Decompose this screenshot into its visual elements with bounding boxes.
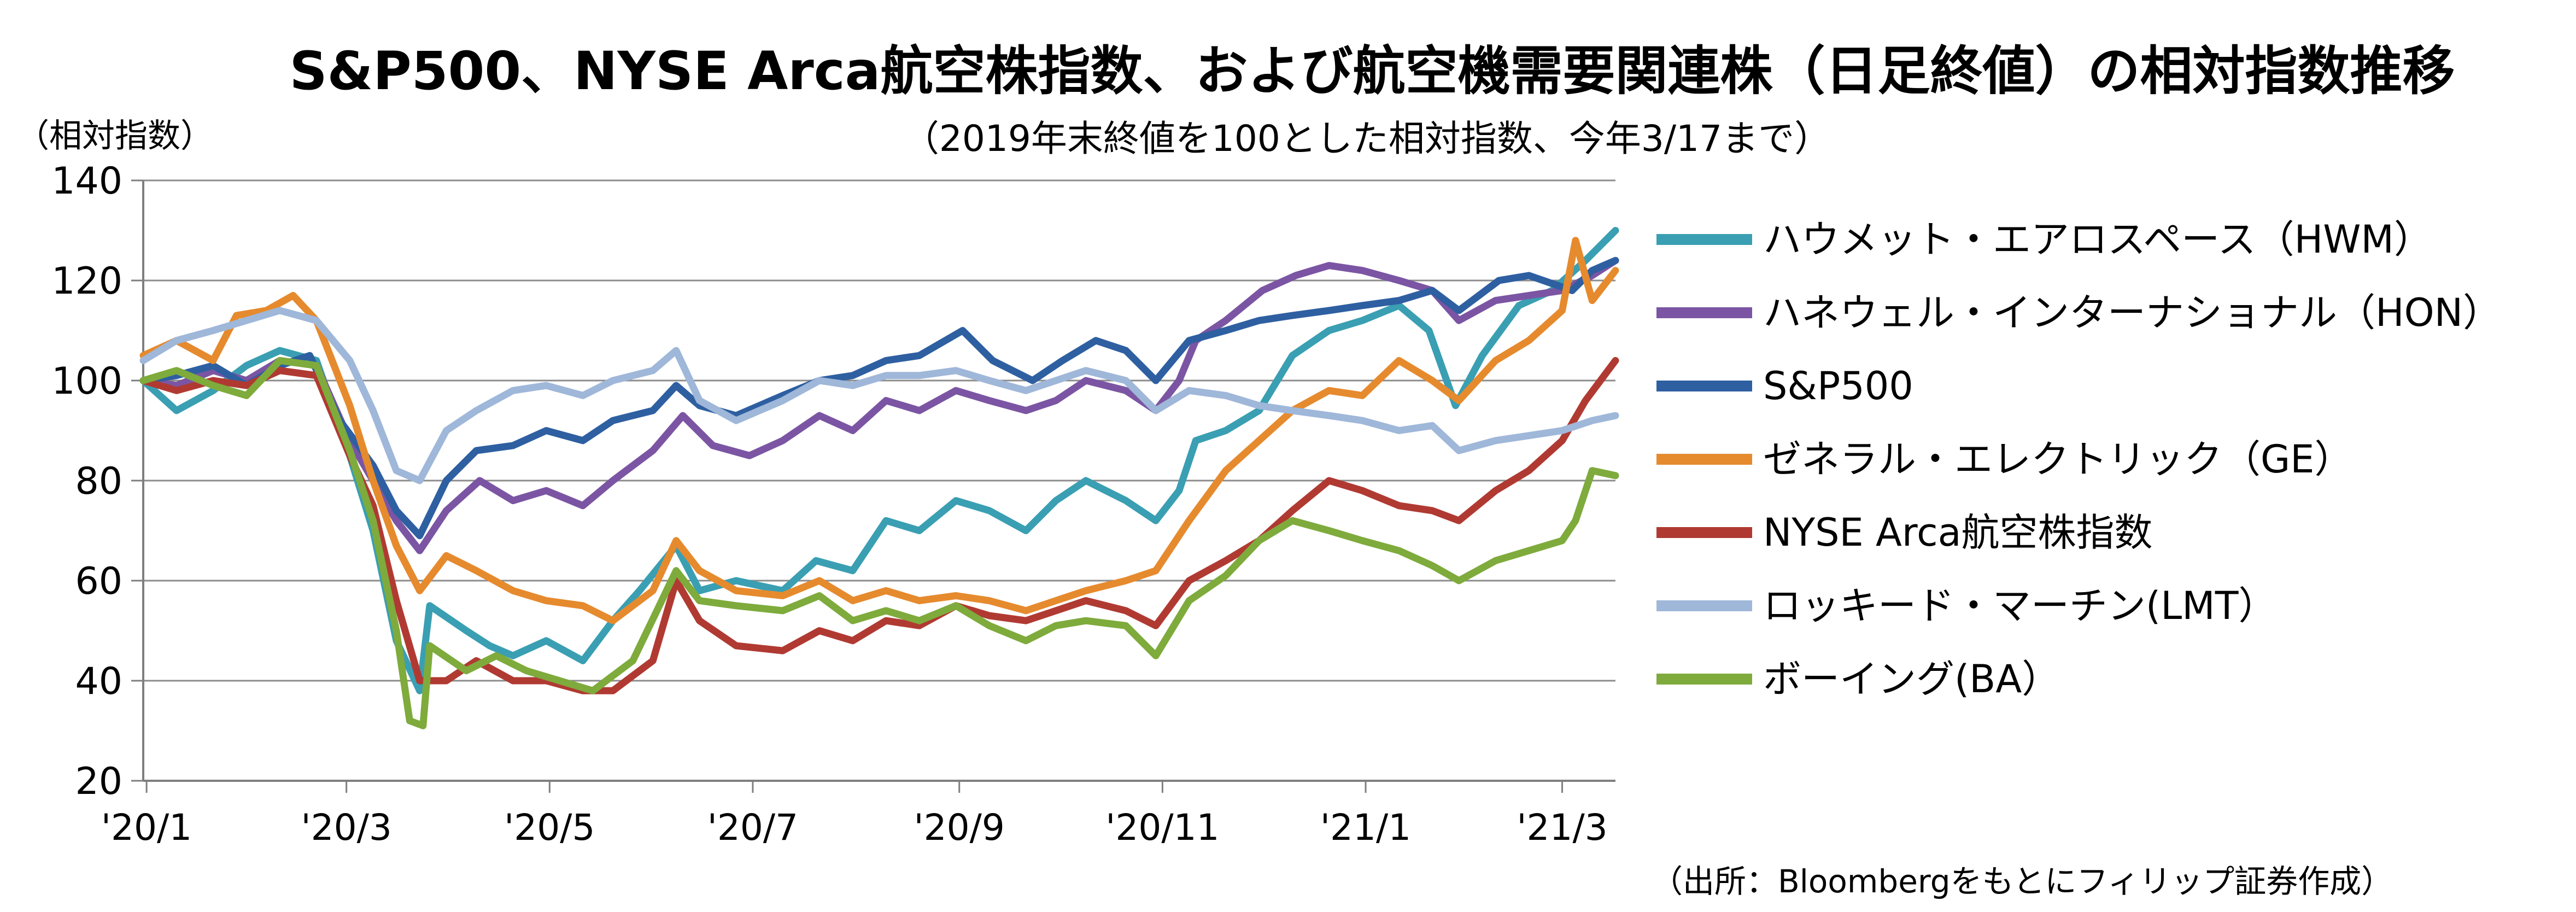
y-tick-label: 120 [51, 260, 122, 303]
y-tick-label: 40 [75, 660, 122, 703]
x-tick-label: '20/7 [707, 806, 798, 849]
legend-swatch [1656, 600, 1752, 611]
legend-label: ハウメット・エアロスペース（HWM） [1763, 217, 2432, 262]
series-line-4 [139, 237, 1619, 624]
y-tick-label: 80 [75, 460, 122, 503]
chart-subtitle: （2019年末終値を100とした相対指数、今年3/17まで） [903, 118, 1831, 160]
legend-item: ボーイング(BA） [1656, 646, 2564, 720]
legend-item: S&P500 [1656, 353, 2564, 426]
legend-swatch [1656, 234, 1752, 245]
tick-labels: 20 40 60 80 100 120 140 '20/1 '20/3 '20/5 '20/7 '20… [51, 160, 1607, 849]
legend-swatch [1656, 674, 1752, 685]
y-tick-label: 140 [51, 160, 122, 203]
x-tick-label: '20/11 [1105, 806, 1219, 849]
legend-item: ゼネラル・エレクトリック（GE） [1656, 426, 2564, 500]
x-tick-label: '20/1 [101, 806, 192, 849]
axes [131, 179, 1615, 793]
x-tick-label: '20/9 [914, 806, 1005, 849]
legend-label: ボーイング(BA） [1763, 657, 2060, 701]
y-tick-label: 100 [51, 360, 122, 403]
legend-swatch [1656, 381, 1752, 391]
legend-label: ハネウェル・インターナショナル（HON） [1763, 290, 2502, 335]
legend-item: ロッキード・マーチン(LMT） [1656, 573, 2564, 646]
source-note: （出所：Bloombergをもとにフィリップ証券作成） [1651, 863, 2393, 900]
y-tick-label: 60 [75, 560, 122, 603]
x-tick-label: '20/5 [504, 806, 595, 849]
legend-label: S&P500 [1763, 364, 1913, 408]
legend-item: ハウメット・エアロスペース（HWM） [1656, 207, 2564, 280]
chart-title: S&P500、NYSE Arca航空株指数、および航空機需要関連株（日足終値）の… [289, 40, 2455, 102]
legend-item: NYSE Arca航空株指数 [1656, 500, 2564, 573]
series-line-3 [139, 256, 1619, 540]
legend-swatch [1656, 307, 1752, 318]
legend-label: ゼネラル・エレクトリック（GE） [1763, 437, 2353, 482]
series-line-7 [139, 356, 1619, 729]
legend-label: NYSE Arca航空株指数 [1763, 510, 2153, 555]
legend-swatch [1656, 527, 1752, 538]
y-tick-label: 20 [75, 760, 122, 803]
x-tick-label: '20/3 [301, 806, 391, 849]
series-line-6 [139, 307, 1619, 484]
y-axis-unit-label: （相対指数） [16, 117, 213, 155]
x-tick-label: '21/1 [1320, 806, 1411, 849]
legend-item: ハネウェル・インターナショナル（HON） [1656, 280, 2564, 353]
legend-label: ロッキード・マーチン(LMT） [1763, 583, 2277, 628]
legend-swatch [1656, 454, 1752, 465]
series-line-5 [139, 356, 1619, 694]
legend: ハウメット・エアロスペース（HWM） ハネウェル・インターナショナル（HON） S&… [1656, 207, 2564, 720]
series-lines [139, 227, 1619, 729]
x-tick-label: '21/3 [1517, 806, 1607, 849]
series-line-2 [139, 256, 1619, 554]
